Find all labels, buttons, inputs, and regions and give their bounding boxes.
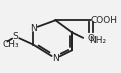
- Text: O: O: [87, 34, 94, 43]
- Text: N: N: [52, 54, 59, 63]
- Text: COOH: COOH: [91, 16, 118, 25]
- Text: N: N: [30, 24, 37, 33]
- Text: NH₂: NH₂: [89, 36, 106, 45]
- Text: CH₃: CH₃: [2, 40, 19, 49]
- Text: S: S: [13, 32, 18, 41]
